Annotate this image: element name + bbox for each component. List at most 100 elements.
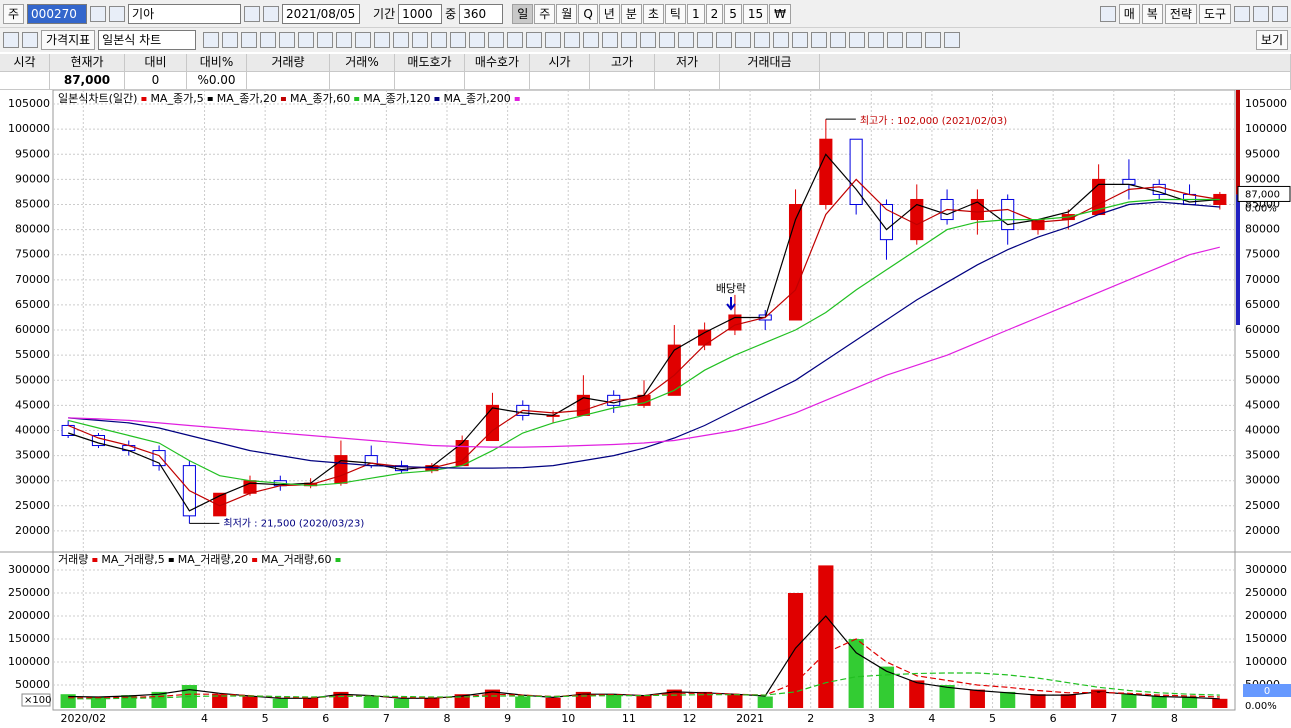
y-tick-label-right: 60000	[1245, 323, 1280, 336]
tool-icon[interactable]	[260, 32, 277, 48]
interval-button[interactable]: 5	[724, 3, 742, 24]
tool-icon[interactable]	[317, 32, 334, 48]
tool-icon[interactable]	[241, 32, 258, 48]
quote-cell	[655, 72, 720, 90]
date[interactable]: 2021/08/05	[282, 3, 361, 24]
market[interactable]: 주	[3, 3, 25, 24]
legend-swatch	[280, 97, 286, 101]
interval-button[interactable]: 년	[598, 3, 620, 24]
next[interactable]	[244, 5, 261, 22]
volume-bar	[424, 697, 440, 708]
volume-bar	[90, 696, 107, 708]
volume-bar	[697, 691, 713, 708]
tool-icon[interactable]	[944, 32, 961, 48]
interval-button[interactable]: ₩	[769, 3, 792, 24]
tool-icon[interactable]	[830, 32, 847, 48]
menu-button[interactable]: 전략	[1164, 3, 1197, 24]
interval-button[interactable]: 초	[642, 3, 664, 24]
tool-icon[interactable]	[450, 32, 467, 48]
tool-icon[interactable]	[374, 32, 391, 48]
indicator[interactable]: 가격지표	[41, 30, 96, 50]
interval-button[interactable]: 일	[512, 3, 534, 24]
x-tick-label: 7	[1110, 712, 1117, 725]
tool-icon[interactable]	[735, 32, 752, 48]
quote-change-pct: %0.00	[187, 72, 247, 90]
lr[interactable]	[22, 32, 38, 48]
tool-icon[interactable]	[355, 32, 372, 48]
y-tick-label: 20000	[15, 524, 50, 537]
menu-button[interactable]: 매	[1118, 3, 1140, 24]
prev[interactable]	[263, 5, 280, 22]
stock-name[interactable]: 기아	[128, 3, 242, 24]
tool-icon[interactable]	[412, 32, 429, 48]
tool-icon[interactable]	[545, 32, 562, 48]
folder[interactable]	[1234, 5, 1250, 22]
tool-icon[interactable]	[431, 32, 448, 48]
tool-icon[interactable]	[868, 32, 885, 48]
arrows[interactable]	[3, 32, 19, 48]
chart-style[interactable]: 일본식 차트	[98, 30, 197, 50]
ma-line	[68, 615, 1220, 700]
legend-entry: MA_종가,200	[443, 92, 510, 105]
sort[interactable]	[109, 5, 126, 22]
y-tick-label: 40000	[15, 423, 50, 436]
tool-icon[interactable]	[583, 32, 600, 48]
tool-icon[interactable]	[659, 32, 676, 48]
volume-bar	[242, 696, 258, 708]
period[interactable]: 1000	[398, 3, 443, 24]
right-buttons: 매 복 전략 도구	[1118, 3, 1231, 24]
tool-icon[interactable]	[925, 32, 942, 48]
high-annotation: 최고가 : 102,000 (2021/02/03)	[860, 115, 1007, 127]
tool-icon[interactable]	[811, 32, 828, 48]
tool-icon[interactable]	[526, 32, 543, 48]
tool-icon[interactable]	[222, 32, 239, 48]
tool-icon[interactable]	[488, 32, 505, 48]
y-tick-label: 150000	[8, 632, 50, 645]
tool-icon[interactable]	[621, 32, 638, 48]
tool-icon[interactable]	[887, 32, 904, 48]
code[interactable]: 000270	[27, 3, 88, 24]
candle-body	[1152, 183, 1166, 195]
tool-icon[interactable]	[678, 32, 695, 48]
view[interactable]: 보기	[1255, 30, 1288, 50]
save[interactable]	[1253, 5, 1269, 22]
interval-button[interactable]: 2	[705, 3, 724, 24]
tool-icon[interactable]	[469, 32, 486, 48]
y-tick-label: 60000	[15, 323, 50, 336]
tool-icon[interactable]	[716, 32, 733, 48]
tool-icon[interactable]	[792, 32, 809, 48]
chart: 2020/02 4 5 6 7 8 9 10 11 12 2021 2 3 4 5 6 7 8 20000 20000…	[0, 90, 1291, 725]
menu-button[interactable]: 복	[1141, 3, 1163, 24]
tool-icon[interactable]	[754, 32, 771, 48]
interval-button[interactable]: 틱	[664, 3, 686, 24]
tool-icon[interactable]	[507, 32, 524, 48]
column-header: 시각	[0, 54, 50, 72]
interval-button[interactable]: 1	[686, 3, 705, 24]
cloud[interactable]	[1099, 5, 1116, 22]
zoom[interactable]: 360	[459, 3, 504, 24]
tool-icon[interactable]	[203, 32, 220, 48]
menu-button[interactable]: 도구	[1198, 3, 1231, 24]
tool-icon[interactable]	[336, 32, 353, 48]
y-tick-label-right: 80000	[1245, 223, 1280, 236]
tool-icon[interactable]	[906, 32, 923, 48]
tool-icon[interactable]	[849, 32, 866, 48]
tool-icon[interactable]	[393, 32, 410, 48]
settings[interactable]	[1272, 5, 1288, 22]
interval-button[interactable]: 분	[620, 3, 642, 24]
tool-icon[interactable]	[279, 32, 296, 48]
tool-icon[interactable]	[773, 32, 790, 48]
volume-bar	[1000, 691, 1016, 708]
interval-button[interactable]: 주	[534, 3, 556, 24]
column-header: 매수호가	[465, 54, 530, 72]
interval-button[interactable]: 월	[556, 3, 578, 24]
interval-button[interactable]: 15	[742, 3, 769, 24]
tool-icon[interactable]	[298, 32, 315, 48]
interval-button[interactable]: Q	[578, 3, 598, 24]
tool-icon[interactable]	[697, 32, 714, 48]
tool-icon[interactable]	[564, 32, 581, 48]
tool-icon[interactable]	[640, 32, 657, 48]
intervals: 일 주 월 Q 년 분 초 틱 1 2 5 15 ₩	[512, 3, 792, 24]
tool-icon[interactable]	[602, 32, 619, 48]
search[interactable]	[90, 5, 107, 22]
